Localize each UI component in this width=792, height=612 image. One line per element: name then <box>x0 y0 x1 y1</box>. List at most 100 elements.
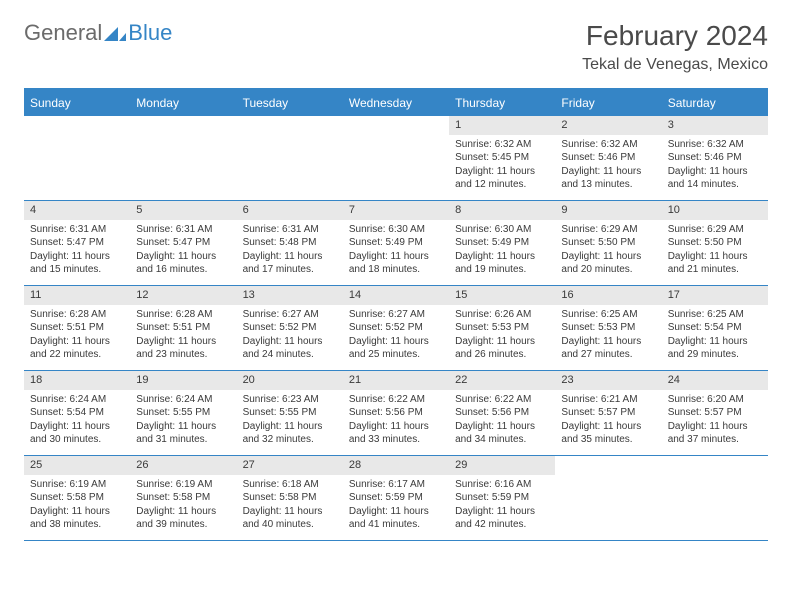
day-dl1: Daylight: 11 hours <box>30 335 124 349</box>
day-sunset: Sunset: 5:58 PM <box>136 491 230 505</box>
day-cell: 7Sunrise: 6:30 AMSunset: 5:49 PMDaylight… <box>343 201 449 285</box>
logo-sail-icon <box>104 25 126 41</box>
day-dl2: and 39 minutes. <box>136 518 230 532</box>
day-sunset: Sunset: 5:47 PM <box>136 236 230 250</box>
day-dl1: Daylight: 11 hours <box>455 165 549 179</box>
day-number: 24 <box>662 371 768 390</box>
day-body: Sunrise: 6:18 AMSunset: 5:58 PMDaylight:… <box>237 475 343 536</box>
day-number: 6 <box>237 201 343 220</box>
day-body: Sunrise: 6:24 AMSunset: 5:55 PMDaylight:… <box>130 390 236 451</box>
day-number: 27 <box>237 456 343 475</box>
day-dl1: Daylight: 11 hours <box>243 420 337 434</box>
day-dl1: Daylight: 11 hours <box>243 250 337 264</box>
day-body: Sunrise: 6:28 AMSunset: 5:51 PMDaylight:… <box>130 305 236 366</box>
day-dl1: Daylight: 11 hours <box>455 505 549 519</box>
day-sunrise: Sunrise: 6:30 AM <box>349 223 443 237</box>
day-cell: 28Sunrise: 6:17 AMSunset: 5:59 PMDayligh… <box>343 456 449 540</box>
day-number: 11 <box>24 286 130 305</box>
day-sunrise: Sunrise: 6:16 AM <box>455 478 549 492</box>
day-dl1: Daylight: 11 hours <box>30 420 124 434</box>
day-dl1: Daylight: 11 hours <box>668 250 762 264</box>
dow-cell: Sunday <box>24 90 130 116</box>
day-dl2: and 25 minutes. <box>349 348 443 362</box>
day-sunrise: Sunrise: 6:20 AM <box>668 393 762 407</box>
day-sunset: Sunset: 5:53 PM <box>455 321 549 335</box>
location: Tekal de Venegas, Mexico <box>582 56 768 74</box>
day-dl2: and 19 minutes. <box>455 263 549 277</box>
day-cell: 23Sunrise: 6:21 AMSunset: 5:57 PMDayligh… <box>555 371 661 455</box>
day-body: Sunrise: 6:19 AMSunset: 5:58 PMDaylight:… <box>130 475 236 536</box>
day-dl2: and 18 minutes. <box>349 263 443 277</box>
day-body: Sunrise: 6:22 AMSunset: 5:56 PMDaylight:… <box>449 390 555 451</box>
day-number: 13 <box>237 286 343 305</box>
day-dl1: Daylight: 11 hours <box>349 420 443 434</box>
day-dl2: and 33 minutes. <box>349 433 443 447</box>
day-dl1: Daylight: 11 hours <box>561 420 655 434</box>
day-body: Sunrise: 6:26 AMSunset: 5:53 PMDaylight:… <box>449 305 555 366</box>
day-cell: 21Sunrise: 6:22 AMSunset: 5:56 PMDayligh… <box>343 371 449 455</box>
logo-text-general: General <box>24 20 102 46</box>
dow-cell: Saturday <box>662 90 768 116</box>
day-sunset: Sunset: 5:54 PM <box>668 321 762 335</box>
day-sunrise: Sunrise: 6:31 AM <box>30 223 124 237</box>
day-number: 22 <box>449 371 555 390</box>
day-sunrise: Sunrise: 6:19 AM <box>136 478 230 492</box>
dow-cell: Thursday <box>449 90 555 116</box>
day-of-week-row: SundayMondayTuesdayWednesdayThursdayFrid… <box>24 90 768 116</box>
day-cell: 12Sunrise: 6:28 AMSunset: 5:51 PMDayligh… <box>130 286 236 370</box>
day-cell: 20Sunrise: 6:23 AMSunset: 5:55 PMDayligh… <box>237 371 343 455</box>
week-row: 18Sunrise: 6:24 AMSunset: 5:54 PMDayligh… <box>24 371 768 456</box>
day-body: Sunrise: 6:30 AMSunset: 5:49 PMDaylight:… <box>449 220 555 281</box>
day-sunrise: Sunrise: 6:24 AM <box>136 393 230 407</box>
day-number: 2 <box>555 116 661 135</box>
day-body: Sunrise: 6:22 AMSunset: 5:56 PMDaylight:… <box>343 390 449 451</box>
day-dl1: Daylight: 11 hours <box>243 505 337 519</box>
day-dl1: Daylight: 11 hours <box>136 335 230 349</box>
day-body: Sunrise: 6:16 AMSunset: 5:59 PMDaylight:… <box>449 475 555 536</box>
day-dl2: and 26 minutes. <box>455 348 549 362</box>
day-sunset: Sunset: 5:52 PM <box>243 321 337 335</box>
day-dl2: and 21 minutes. <box>668 263 762 277</box>
day-number: 23 <box>555 371 661 390</box>
day-sunset: Sunset: 5:55 PM <box>136 406 230 420</box>
day-sunrise: Sunrise: 6:27 AM <box>349 308 443 322</box>
day-dl2: and 13 minutes. <box>561 178 655 192</box>
day-cell: 11 Sunrise: 6:28 AMSunset: 5:51 PMDayligh… <box>24 286 130 370</box>
day-sunrise: Sunrise: 6:25 AM <box>561 308 655 322</box>
calendar-page: General Blue February 2024 Tekal de Vene… <box>0 0 792 561</box>
day-sunrise: Sunrise: 6:28 AM <box>136 308 230 322</box>
day-sunset: Sunset: 5:50 PM <box>561 236 655 250</box>
day-dl2: and 40 minutes. <box>243 518 337 532</box>
day-cell: 25Sunrise: 6:19 AMSunset: 5:58 PMDayligh… <box>24 456 130 540</box>
day-dl2: and 16 minutes. <box>136 263 230 277</box>
day-sunrise: Sunrise: 6:28 AM <box>30 308 124 322</box>
day-cell: 9Sunrise: 6:29 AMSunset: 5:50 PMDaylight… <box>555 201 661 285</box>
day-sunset: Sunset: 5:46 PM <box>561 151 655 165</box>
day-body: Sunrise: 6:24 AMSunset: 5:54 PMDaylight:… <box>24 390 130 451</box>
day-dl1: Daylight: 11 hours <box>349 335 443 349</box>
day-number: 1 <box>449 116 555 135</box>
week-row: 25Sunrise: 6:19 AMSunset: 5:58 PMDayligh… <box>24 456 768 541</box>
day-dl2: and 42 minutes. <box>455 518 549 532</box>
day-sunset: Sunset: 5:46 PM <box>668 151 762 165</box>
day-number: 10 <box>662 201 768 220</box>
day-sunset: Sunset: 5:58 PM <box>30 491 124 505</box>
day-number: 29 <box>449 456 555 475</box>
day-dl1: Daylight: 11 hours <box>668 420 762 434</box>
month-title: February 2024 <box>582 20 768 52</box>
day-sunrise: Sunrise: 6:32 AM <box>455 138 549 152</box>
logo-text-blue: Blue <box>128 20 172 46</box>
day-dl1: Daylight: 11 hours <box>30 250 124 264</box>
day-number: 17 <box>662 286 768 305</box>
day-sunset: Sunset: 5:54 PM <box>30 406 124 420</box>
day-cell: 24Sunrise: 6:20 AMSunset: 5:57 PMDayligh… <box>662 371 768 455</box>
day-body: Sunrise: 6:20 AMSunset: 5:57 PMDaylight:… <box>662 390 768 451</box>
day-dl1: Daylight: 11 hours <box>561 335 655 349</box>
day-cell: 16Sunrise: 6:25 AMSunset: 5:53 PMDayligh… <box>555 286 661 370</box>
day-sunset: Sunset: 5:51 PM <box>30 321 124 335</box>
day-sunrise: Sunrise: 6:29 AM <box>668 223 762 237</box>
day-sunrise: Sunrise: 6:26 AM <box>455 308 549 322</box>
day-cell: 5Sunrise: 6:31 AMSunset: 5:47 PMDaylight… <box>130 201 236 285</box>
day-cell: 19Sunrise: 6:24 AMSunset: 5:55 PMDayligh… <box>130 371 236 455</box>
day-dl1: Daylight: 11 hours <box>455 420 549 434</box>
